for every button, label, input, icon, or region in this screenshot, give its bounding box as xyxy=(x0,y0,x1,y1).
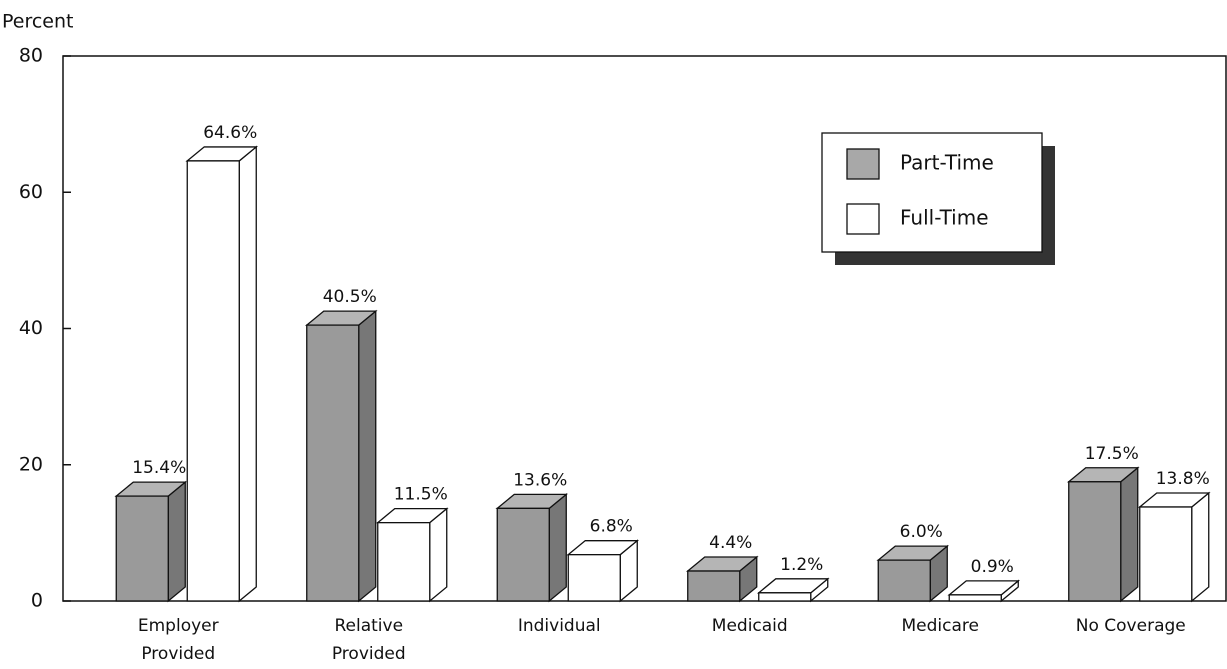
data-label: 4.4% xyxy=(709,533,752,553)
bar xyxy=(685,555,759,603)
bar-face xyxy=(306,324,360,602)
y-tick-label: 60 xyxy=(19,181,43,203)
data-label: 17.5% xyxy=(1085,444,1139,464)
y-axis-label: Percent xyxy=(2,11,74,33)
data-label: 13.6% xyxy=(513,470,567,490)
x-tick-label: Employer Provided xyxy=(137,616,219,664)
bar xyxy=(114,480,188,603)
bar-face xyxy=(377,522,431,602)
bar-face xyxy=(358,309,377,603)
bar-face xyxy=(167,480,186,603)
bar-face xyxy=(948,594,1002,602)
bar-face xyxy=(115,495,169,602)
bar-face xyxy=(758,592,812,602)
bar xyxy=(1137,491,1211,603)
data-label: 6.0% xyxy=(900,522,943,542)
y-tick-label: 40 xyxy=(19,317,43,339)
y-tick-label: 0 xyxy=(31,590,43,612)
x-tick-label: No Coverage xyxy=(1075,616,1186,636)
legend-swatch xyxy=(846,203,880,235)
data-label: 15.4% xyxy=(132,458,186,478)
bar-face xyxy=(1191,491,1210,603)
x-tick-label: Individual xyxy=(517,616,601,636)
legend-swatch xyxy=(846,148,880,180)
bar xyxy=(876,544,950,603)
bar-face xyxy=(496,507,550,602)
bar xyxy=(756,577,830,603)
data-label: 0.9% xyxy=(971,557,1014,577)
y-tick-label: 20 xyxy=(19,453,43,475)
bar-face xyxy=(429,507,448,603)
bar xyxy=(495,492,569,603)
bar xyxy=(375,507,449,603)
legend-label: Full-Time xyxy=(900,206,989,230)
data-label: 6.8% xyxy=(590,517,633,537)
bar xyxy=(304,309,378,603)
data-label: 40.5% xyxy=(323,287,377,307)
x-tick-label: Medicare xyxy=(901,616,979,636)
bar xyxy=(185,145,259,603)
bar-face xyxy=(877,559,931,602)
bar-face xyxy=(1068,481,1122,602)
bar-face xyxy=(238,145,257,603)
legend-label: Part-Time xyxy=(900,151,994,175)
x-tick-label: Relative Provided xyxy=(331,616,406,664)
bar-face xyxy=(1120,466,1139,603)
data-label: 11.5% xyxy=(394,485,448,505)
data-label: 13.8% xyxy=(1156,469,1210,489)
bar-face xyxy=(548,492,567,603)
bar-face xyxy=(1139,506,1193,602)
data-label: 1.2% xyxy=(780,555,823,575)
bar xyxy=(1066,466,1140,603)
bar-face xyxy=(567,554,621,602)
bar-face xyxy=(687,570,741,602)
y-tick-label: 80 xyxy=(19,45,43,67)
data-label: 64.6% xyxy=(203,123,257,143)
bar xyxy=(566,539,640,603)
bar xyxy=(947,579,1021,603)
x-tick-label: Medicaid xyxy=(711,616,788,636)
bar-face xyxy=(186,160,240,602)
